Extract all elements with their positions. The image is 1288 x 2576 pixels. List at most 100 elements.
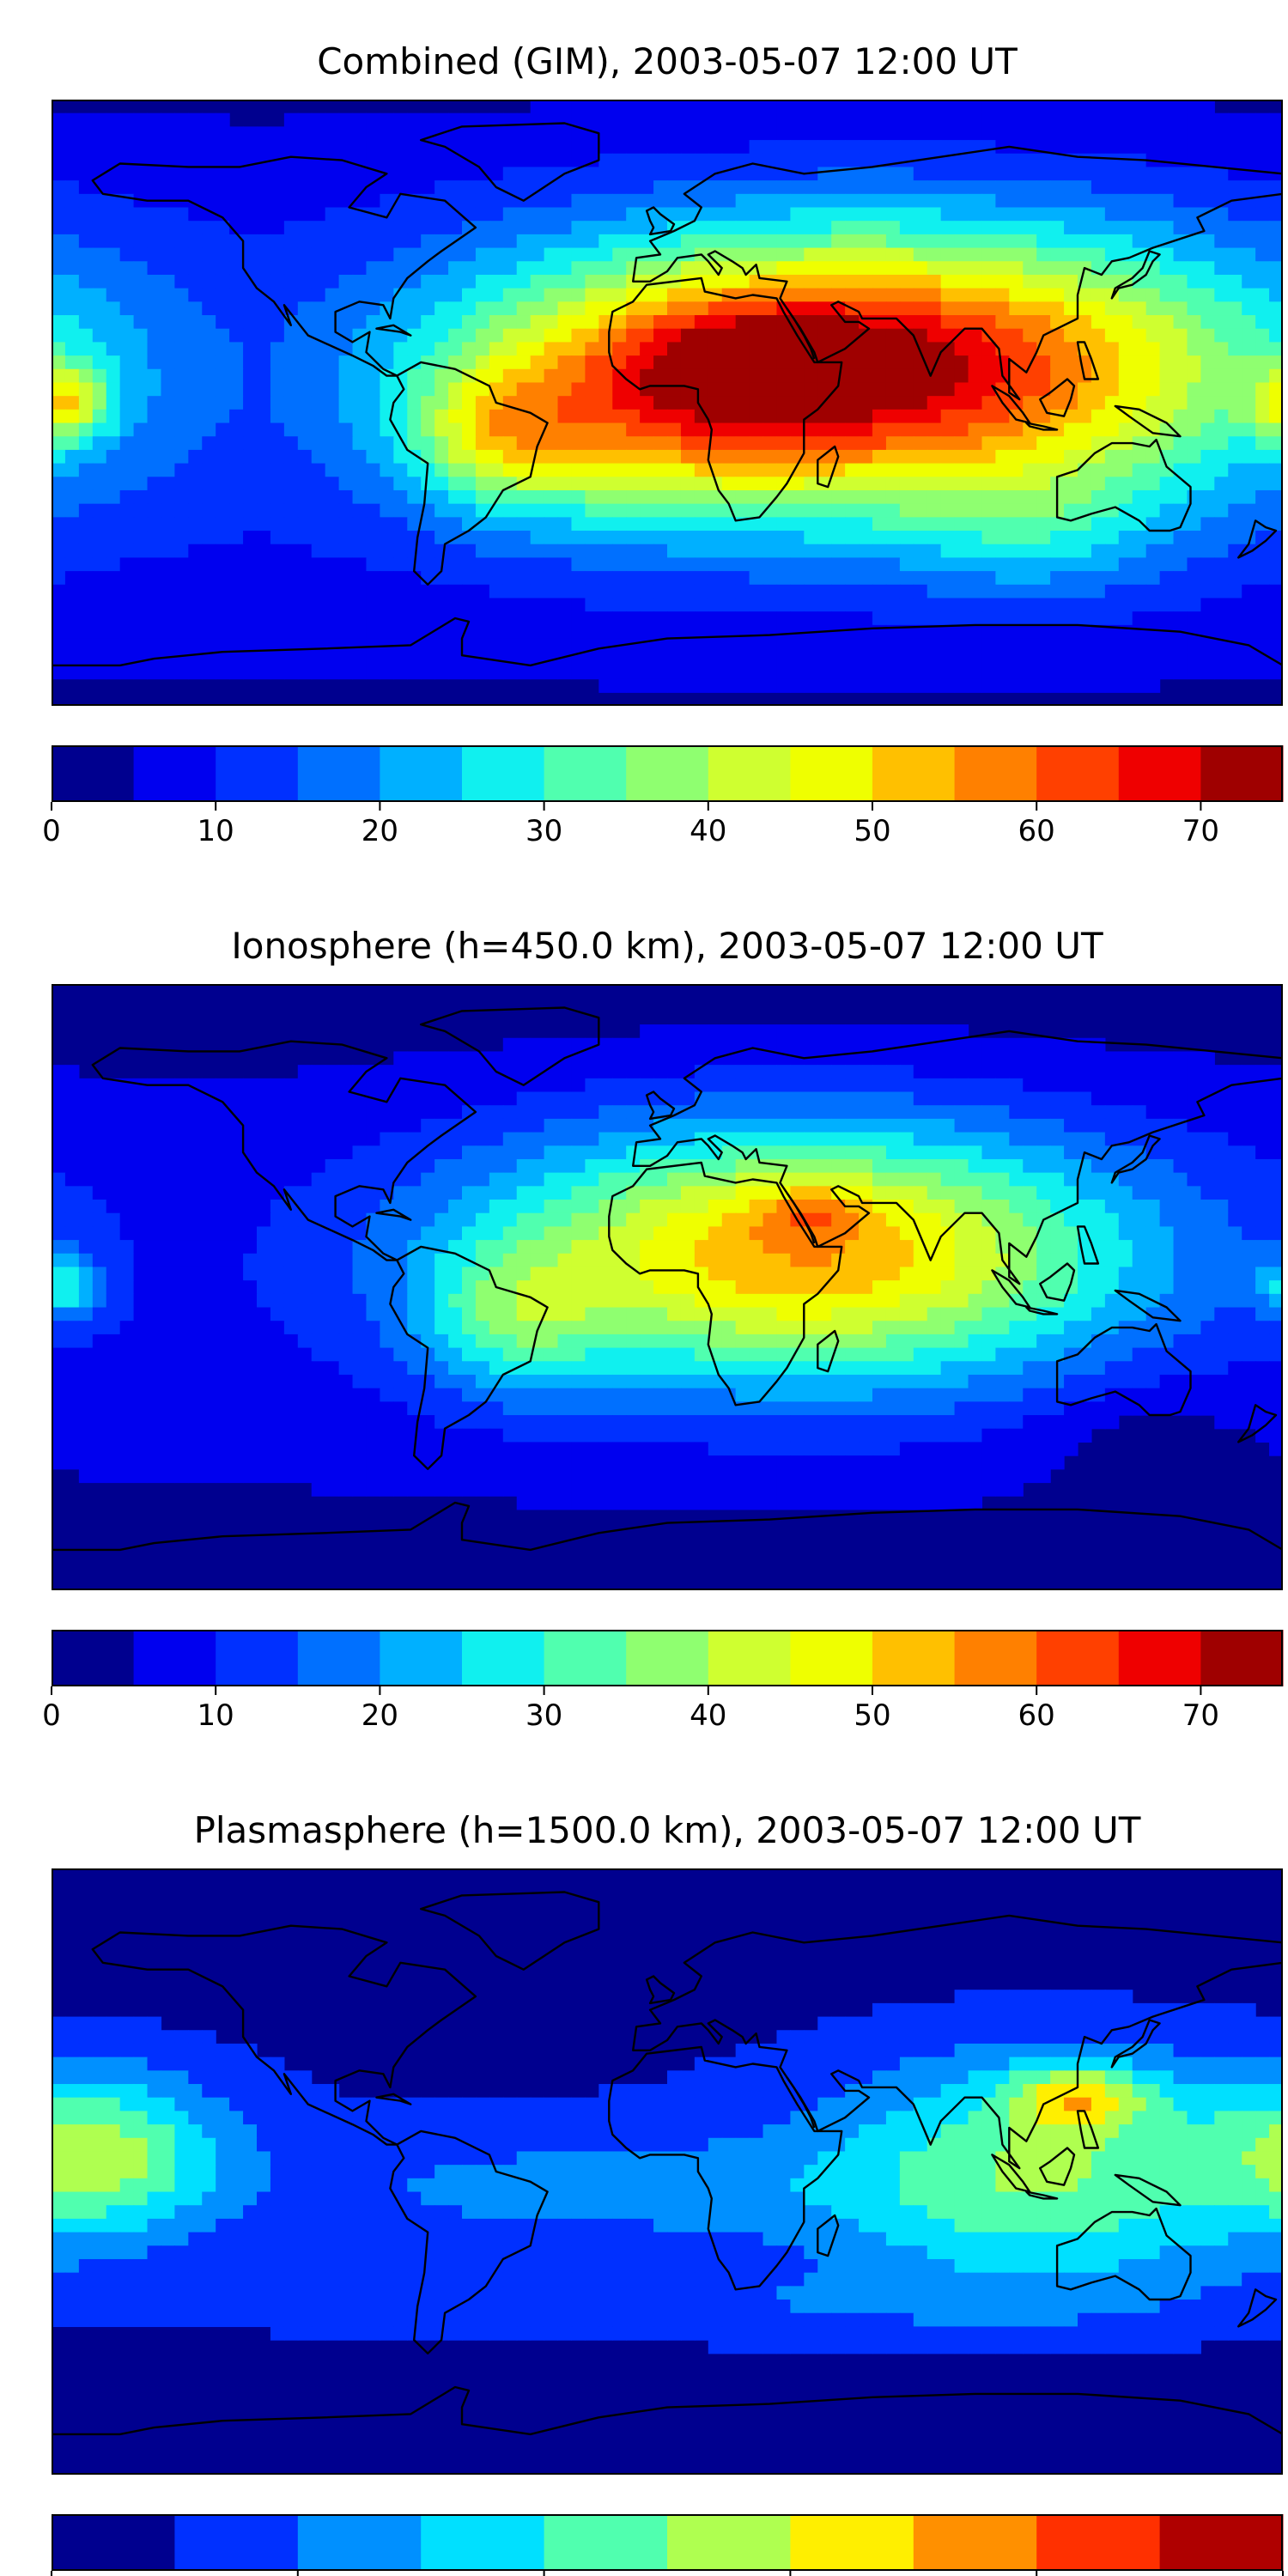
combined-field-cell: [1145, 517, 1161, 532]
combined-field-cell: [489, 611, 504, 626]
combined-field-cell: [1050, 517, 1065, 532]
combined-field-cell: [421, 167, 435, 181]
combined-field-cell: [502, 328, 518, 343]
combined-field-cell: [954, 396, 969, 410]
ionosphere-field-cell: [338, 1132, 354, 1146]
combined-field-cell: [283, 301, 299, 316]
combined-field-cell: [708, 315, 723, 330]
ionosphere-field-cell: [721, 1091, 737, 1106]
ionosphere-field-cell: [735, 1132, 750, 1146]
combined-field-cell: [502, 517, 518, 532]
combined-field-cell: [530, 517, 545, 532]
combined-field-cell: [954, 517, 969, 532]
combined-field-cell: [872, 342, 887, 356]
combined-field-cell: [1132, 477, 1147, 491]
combined-field-cell: [954, 126, 969, 141]
combined-field-cell: [571, 180, 586, 195]
combined-field-cell: [694, 638, 709, 653]
combined-field-cell: [585, 342, 599, 356]
combined-field-cell: [147, 665, 162, 680]
combined-field-cell: [1023, 611, 1037, 626]
combined-field-cell: [585, 274, 599, 289]
ionosphere-field-cell: [557, 1132, 573, 1146]
combined-field-cell: [598, 584, 613, 599]
ionosphere-field-cell: [448, 1158, 463, 1174]
combined-field-cell: [283, 652, 299, 666]
combined-field-cell: [516, 665, 532, 680]
ionosphere-field-cell: [448, 1145, 463, 1160]
combined-field-cell: [366, 193, 380, 209]
combined-field-cell: [462, 531, 477, 545]
combined-field-cell: [380, 153, 394, 168]
combined-field-cell: [544, 489, 559, 505]
ionosphere-field-cell: [981, 1118, 996, 1133]
combined-field-cell: [174, 247, 189, 262]
combined-field-cell: [380, 544, 394, 559]
combined-field-cell: [325, 598, 340, 612]
ionosphere-field-cell: [899, 1105, 914, 1120]
ionosphere-field-cell: [1132, 1118, 1147, 1133]
combined-colorbar: [51, 745, 1284, 811]
ionosphere-field-cell: [133, 1145, 149, 1160]
combined-field-cell: [1214, 234, 1229, 249]
combined-field-cell: [885, 409, 901, 424]
combined-field-cell: [640, 100, 654, 114]
combined-field-cell: [885, 100, 901, 114]
combined-field-cell: [940, 652, 956, 666]
combined-field-cell: [913, 100, 928, 114]
combined-field-cell: [899, 368, 914, 384]
combined-field-cell: [1173, 652, 1188, 666]
combined-field-cell: [1064, 584, 1078, 599]
ionosphere-field-cell: [1009, 1037, 1024, 1053]
ionosphere-field-cell: [968, 1065, 983, 1079]
combined-field-cell: [530, 489, 545, 505]
combined-field-cell: [325, 140, 340, 155]
combined-field-cell: [516, 167, 532, 181]
combined-field-cell: [831, 422, 846, 437]
ionosphere-field-cell: [489, 1091, 504, 1106]
ionosphere-field-cell: [462, 1158, 477, 1174]
combined-field-cell: [913, 422, 928, 437]
ionosphere-field-cell: [1187, 1078, 1201, 1093]
combined-field-cell: [544, 463, 559, 477]
combined-field-cell: [325, 503, 340, 518]
combined-field-cell: [954, 598, 969, 612]
combined-field-cell: [393, 544, 408, 559]
combined-field-cell: [147, 396, 162, 410]
ionosphere-field-cell: [1173, 1065, 1188, 1079]
ionosphere-field-cell: [859, 1091, 873, 1106]
combined-field-cell: [667, 355, 682, 370]
ionosphere-field-cell: [516, 1186, 532, 1200]
combined-field-cell: [119, 112, 135, 127]
combined-field-cell: [1132, 368, 1147, 384]
combined-field-cell: [270, 598, 285, 612]
combined-field-cell: [1145, 140, 1161, 155]
combined-field-cell: [393, 234, 408, 249]
combined-field-cell: [899, 584, 914, 599]
ionosphere-field-cells: [52, 1024, 1283, 1510]
combined-field-cell: [885, 342, 901, 356]
combined-field-cell: [1228, 234, 1242, 249]
combined-field-cell: [940, 489, 956, 505]
combined-field-cell: [817, 328, 832, 343]
ionosphere-field-cell: [762, 1145, 778, 1160]
ionosphere-field-cell: [954, 1078, 969, 1093]
combined-field-cell: [1118, 477, 1133, 491]
combined-field-cell: [475, 544, 490, 559]
combined-field-cell: [216, 288, 230, 302]
ionosphere-field-cell: [1173, 1172, 1188, 1187]
combined-field-cell: [762, 234, 778, 249]
combined-field-cell: [1050, 678, 1065, 693]
combined-field-cell: [229, 342, 244, 356]
combined-field-cell: [790, 153, 805, 168]
combined-field-cell: [872, 409, 887, 424]
combined-field-cell: [448, 489, 463, 505]
combined-field-cell: [885, 261, 901, 276]
ionosphere-field-cell: [831, 1186, 846, 1200]
combined-field-cell: [243, 140, 258, 155]
combined-field-cell: [612, 463, 627, 477]
combined-field-cell: [872, 571, 887, 586]
cuba-coast: [375, 324, 412, 337]
ionosphere-field-cell: [147, 1158, 162, 1174]
ionosphere-field-cell: [640, 1200, 654, 1214]
